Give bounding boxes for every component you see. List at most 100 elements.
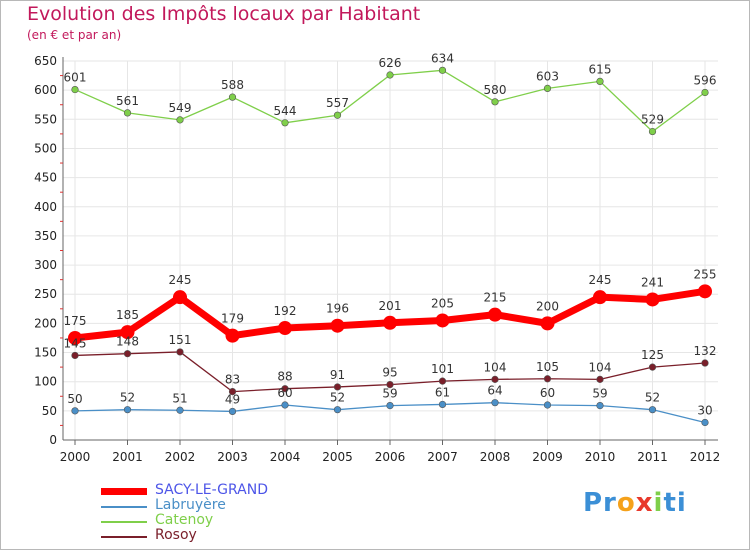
data-label: 557	[326, 96, 349, 110]
data-point	[386, 71, 394, 79]
logo-part: x	[635, 488, 654, 518]
y-tick-label: 100	[34, 375, 57, 389]
data-point	[648, 127, 657, 136]
data-point	[71, 85, 79, 94]
x-tick-label: 2003	[217, 450, 248, 464]
data-label: 59	[592, 387, 607, 401]
x-tick-label: 2008	[480, 450, 511, 464]
data-label: 64	[487, 384, 502, 398]
data-label: 60	[277, 386, 292, 400]
data-point	[176, 406, 184, 414]
data-point	[225, 328, 240, 343]
x-tick-label: 2005	[322, 450, 353, 464]
data-point	[435, 313, 450, 328]
x-tick-label: 2000	[60, 450, 91, 464]
data-point	[596, 77, 604, 86]
data-label: 151	[169, 333, 192, 347]
x-tick-label: 2001	[112, 450, 143, 464]
data-label: 132	[694, 344, 717, 358]
data-point	[281, 119, 289, 127]
y-tick-label: 0	[49, 433, 57, 447]
data-label: 601	[64, 71, 87, 85]
data-label: 179	[221, 312, 244, 326]
legend-label: Labruyère	[155, 497, 226, 513]
x-tick-label: 2010	[585, 450, 616, 464]
data-point	[438, 66, 447, 74]
data-point	[491, 98, 499, 106]
data-label: 52	[120, 391, 135, 405]
x-tick-label: 2004	[270, 450, 301, 464]
data-point	[333, 406, 342, 414]
data-label: 104	[589, 360, 612, 374]
legend-swatch	[101, 505, 147, 508]
data-label: 125	[641, 348, 664, 362]
chart-subtitle: (en € et par an)	[27, 28, 122, 42]
data-label: 59	[382, 387, 397, 401]
data-label: 60	[540, 386, 555, 400]
y-tick-label: 150	[34, 346, 57, 360]
proxiti-logo: Proxiti	[583, 488, 687, 518]
legend-swatch	[101, 535, 147, 538]
legend-label: Catenoy	[155, 512, 214, 528]
data-point	[491, 399, 499, 407]
data-point	[488, 307, 502, 322]
y-tick-label: 200	[34, 316, 57, 330]
data-label: 192	[274, 304, 297, 318]
logo-part: i	[653, 488, 664, 518]
data-point	[438, 400, 447, 409]
data-point	[543, 375, 552, 383]
data-point	[123, 406, 132, 414]
data-label: 88	[277, 370, 292, 384]
data-point	[701, 359, 709, 367]
data-point	[176, 348, 184, 356]
data-point	[386, 401, 394, 410]
data-point	[701, 418, 709, 427]
data-label: 105	[536, 360, 559, 374]
data-label: 51	[172, 391, 187, 405]
data-label: 580	[484, 83, 507, 97]
data-label: 603	[536, 69, 559, 83]
data-label: 241	[641, 275, 664, 289]
data-label: 549	[169, 101, 192, 115]
legend-swatch	[101, 488, 147, 495]
data-label: 148	[116, 335, 139, 349]
x-tick-label: 2009	[532, 450, 563, 464]
data-point	[543, 84, 552, 93]
data-label: 196	[326, 302, 349, 316]
x-tick-label: 2012	[690, 450, 721, 464]
y-tick-label: 500	[34, 141, 57, 155]
data-label: 201	[379, 299, 402, 313]
data-label: 588	[221, 78, 244, 92]
data-point	[701, 88, 709, 97]
data-point	[173, 290, 187, 305]
y-tick-label: 300	[34, 258, 57, 272]
data-point	[383, 315, 397, 330]
y-tick-label: 450	[34, 171, 57, 185]
data-point	[648, 406, 657, 414]
data-point	[333, 383, 342, 391]
logo-part: o	[616, 488, 636, 518]
data-point	[176, 116, 184, 124]
data-label: 245	[169, 273, 192, 287]
data-point	[228, 388, 237, 396]
legend-label: SACY-LE-GRAND	[155, 482, 268, 498]
data-point	[278, 321, 292, 336]
data-point	[281, 385, 289, 393]
data-label: 95	[382, 366, 397, 380]
data-label: 185	[116, 308, 139, 322]
data-label: 104	[484, 360, 507, 374]
data-label: 626	[379, 56, 402, 70]
data-label: 596	[694, 73, 717, 87]
data-point	[540, 316, 555, 331]
data-point	[71, 407, 79, 415]
y-tick-label: 650	[34, 54, 57, 68]
data-point	[228, 407, 237, 416]
data-point	[281, 401, 289, 409]
data-point	[543, 401, 552, 409]
data-label: 544	[274, 104, 297, 118]
data-label: 205	[431, 296, 454, 310]
data-point	[491, 375, 499, 383]
data-label: 200	[536, 299, 559, 313]
data-point	[68, 330, 82, 345]
